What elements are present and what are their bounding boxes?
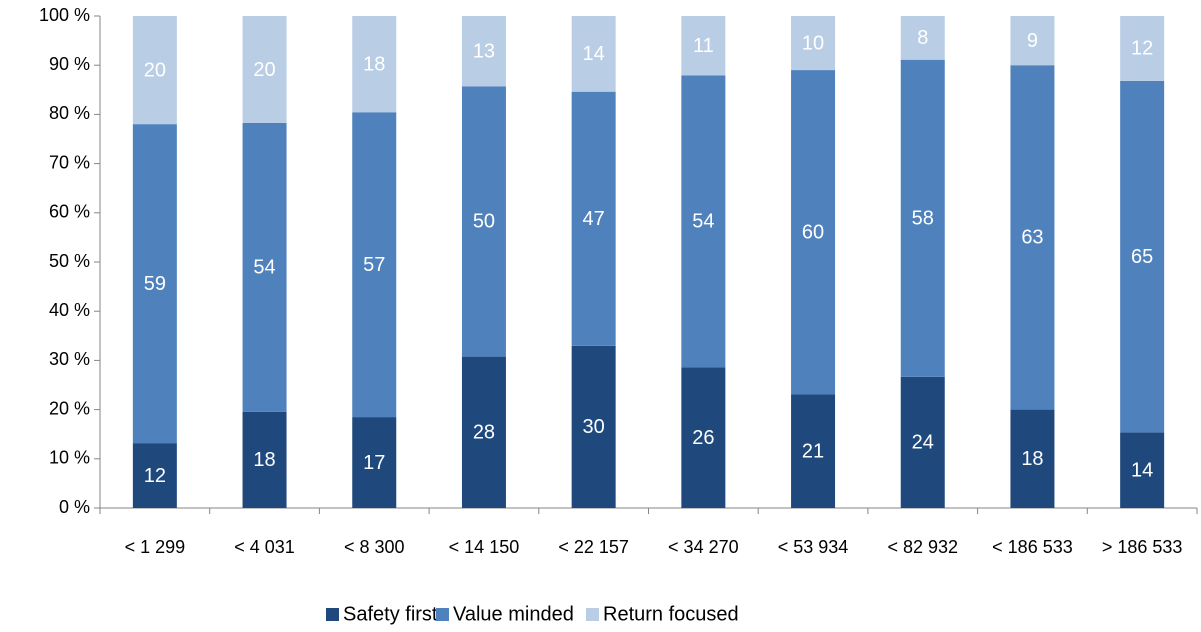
bar-segment — [132, 443, 177, 508]
data-label: 17 — [363, 452, 385, 474]
bar-segment — [242, 122, 287, 412]
x-tick-label: > 186 533 — [1102, 537, 1183, 557]
x-tick-label: < 1 299 — [125, 537, 186, 557]
data-label: 14 — [1131, 459, 1153, 481]
y-tick-label: 20 % — [49, 398, 90, 418]
data-label: 24 — [912, 432, 934, 454]
y-tick-label: 100 % — [39, 5, 90, 25]
bar-segment — [571, 91, 616, 346]
y-tick-label: 90 % — [49, 54, 90, 74]
legend-swatch — [436, 608, 449, 621]
bar-segment — [1010, 65, 1055, 410]
legend-swatch — [586, 608, 599, 621]
data-label: 8 — [917, 27, 928, 49]
y-tick-label: 70 % — [49, 152, 90, 172]
y-tick-label: 50 % — [49, 251, 90, 271]
bar-segment — [900, 376, 945, 508]
bar-segment — [791, 394, 836, 508]
data-label: 57 — [363, 254, 385, 276]
x-tick-label: < 4 031 — [234, 537, 295, 557]
bar-segment — [1120, 16, 1165, 81]
bar-segment — [132, 124, 177, 444]
y-tick-label: 30 % — [49, 349, 90, 369]
data-label: 59 — [144, 273, 166, 295]
x-tick-label: < 82 932 — [887, 537, 958, 557]
bar-segment — [791, 70, 836, 395]
x-tick-label: < 8 300 — [344, 537, 405, 557]
bar-segment — [242, 411, 287, 508]
bar-segment — [352, 417, 397, 508]
data-label: 10 — [802, 32, 824, 54]
bar-segment — [900, 59, 945, 377]
y-tick-label: 10 % — [49, 448, 90, 468]
x-tick-label: < 34 270 — [668, 537, 739, 557]
data-label: 50 — [473, 211, 495, 233]
y-tick-label: 0 % — [59, 497, 90, 517]
bar-segment — [1010, 16, 1055, 66]
data-label: 30 — [583, 416, 605, 438]
bar-segment — [132, 16, 177, 125]
data-label: 60 — [802, 222, 824, 244]
bar-segment — [461, 86, 506, 357]
y-tick-label: 40 % — [49, 300, 90, 320]
data-label: 54 — [692, 211, 714, 233]
bar-segment — [242, 16, 287, 123]
bar-segment — [1120, 432, 1165, 508]
data-label: 54 — [253, 257, 275, 279]
data-label: 18 — [1021, 448, 1043, 470]
bar-segment — [1010, 409, 1055, 508]
data-label: 21 — [802, 441, 824, 463]
bar-segment — [900, 16, 945, 60]
legend-label: Value minded — [453, 603, 574, 625]
x-tick-label: < 22 157 — [558, 537, 629, 557]
data-label: 12 — [144, 465, 166, 487]
data-label: 20 — [253, 59, 275, 81]
data-label: 18 — [253, 449, 275, 471]
x-tick-label: < 186 533 — [992, 537, 1073, 557]
bar-segment — [571, 16, 616, 92]
data-label: 65 — [1131, 246, 1153, 268]
bar-segment — [461, 356, 506, 508]
data-label: 14 — [583, 43, 605, 65]
data-label: 63 — [1021, 227, 1043, 249]
x-tick-label: < 14 150 — [449, 537, 520, 557]
bar-segment — [571, 345, 616, 508]
bar-segment — [1120, 80, 1165, 433]
bar-segment — [681, 16, 726, 76]
data-label: 9 — [1027, 30, 1038, 52]
y-tick-label: 60 % — [49, 202, 90, 222]
legend-label: Return focused — [603, 603, 739, 625]
data-label: 11 — [693, 35, 714, 57]
x-tick-label: < 53 934 — [778, 537, 849, 557]
data-label: 47 — [583, 208, 605, 230]
bar-segment — [461, 16, 506, 87]
bar-segment — [681, 75, 726, 368]
bar-segment — [352, 112, 397, 418]
data-label: 13 — [473, 40, 495, 62]
bar-segment — [791, 16, 836, 71]
data-label: 58 — [912, 208, 934, 230]
legend-label: Safety first — [343, 603, 438, 625]
data-label: 18 — [363, 53, 385, 75]
bar-segment — [681, 367, 726, 508]
legend-swatch — [326, 608, 339, 621]
data-label: 28 — [473, 422, 495, 444]
data-label: 20 — [144, 59, 166, 81]
data-label: 12 — [1131, 38, 1153, 60]
y-tick-label: 80 % — [49, 103, 90, 123]
data-label: 26 — [692, 427, 714, 449]
bar-segment — [352, 16, 397, 113]
